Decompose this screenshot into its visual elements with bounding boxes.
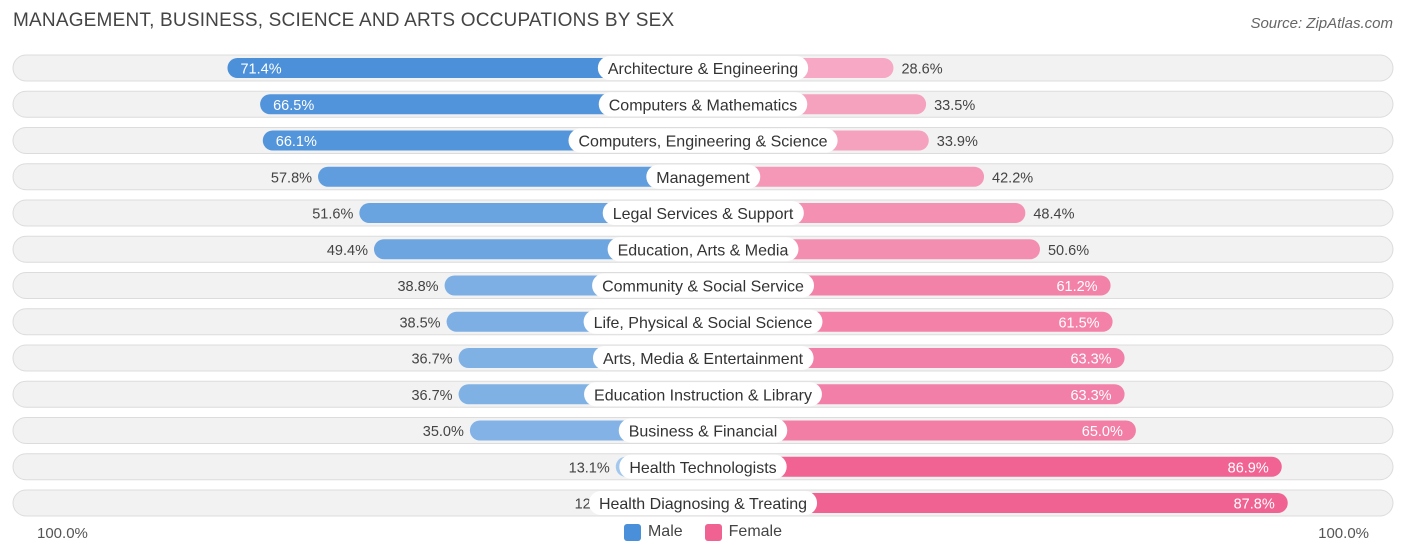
axis-right-label: 100.0% [1318,525,1369,542]
value-label-female: 61.2% [1056,279,1097,295]
category-label: Life, Physical & Social Science [594,315,813,332]
bar-female [703,493,1288,513]
value-label-male: 38.8% [397,279,438,295]
value-label-male: 57.8% [271,170,312,186]
value-label-male: 13.1% [569,460,610,476]
value-label-female: 65.0% [1082,424,1123,440]
category-label: Business & Financial [629,424,778,441]
category-label: Architecture & Engineering [608,61,798,78]
bar-male [260,94,703,115]
bar-female [703,166,985,187]
category-label: Health Diagnosing & Treating [599,496,807,513]
category-pill [592,346,814,370]
legend-item-female: Female [704,523,783,541]
bar-male [318,166,703,187]
category-pill [607,237,799,262]
category-pill [602,201,804,225]
legend-label-female: Female [728,523,783,540]
value-label-male: 66.1% [276,134,317,150]
bar-female [703,456,1282,477]
value-label-male: 71.4% [240,62,281,78]
category-label: Computers & Mathematics [609,97,798,114]
legend-item-male: Male [623,523,683,541]
legend-swatch-male [623,523,641,541]
value-label-male: 49.4% [327,243,368,259]
category-label: Legal Services & Support [613,206,794,223]
category-pill [618,418,788,443]
category-label: Education, Arts & Media [618,242,789,259]
category-label: Management [656,170,750,187]
value-label-female: 42.2% [992,170,1033,186]
legend-swatch-female [704,523,722,541]
value-label-male: 66.5% [273,98,314,114]
value-label-female: 86.9% [1228,460,1269,476]
legend: Male Female [0,523,1406,541]
source-label: Source: ZipAtlas.com [1250,15,1393,32]
value-label-female: 48.4% [1033,207,1074,223]
value-label-male: 35.0% [423,424,464,440]
value-label-female: 87.8% [1234,497,1275,513]
value-label-male: 36.7% [411,388,452,404]
category-label: Arts, Media & Entertainment [603,351,804,368]
category-pill [592,273,815,298]
category-pill [646,164,761,189]
value-label-male: 38.5% [399,315,440,331]
value-label-female: 33.9% [937,134,978,150]
category-pill [588,491,818,515]
value-label-male: 36.7% [411,352,452,368]
category-pill [598,92,808,117]
category-label: Education Instruction & Library [594,387,812,404]
category-label: Community & Social Service [602,279,804,296]
category-pill [568,128,838,153]
value-label-female: 61.5% [1058,315,1099,331]
legend-label-male: Male [647,523,683,540]
value-label-female: 28.6% [901,62,942,78]
category-label: Health Technologists [629,460,776,477]
value-label-female: 63.3% [1070,352,1111,368]
value-label-female: 50.6% [1048,243,1089,259]
bar-female [703,420,1136,441]
value-label-male: 51.6% [312,207,353,223]
chart-title: MANAGEMENT, BUSINESS, SCIENCE AND ARTS O… [13,10,675,31]
category-pill [597,56,809,80]
value-label-female: 63.3% [1070,388,1111,404]
category-label: Computers, Engineering & Science [578,134,827,151]
category-pill [584,382,822,407]
category-pill [583,309,823,334]
value-label-female: 33.5% [934,98,975,114]
bar-male [227,58,703,78]
axis-left-label: 100.0% [37,525,88,542]
category-pill [619,454,787,479]
